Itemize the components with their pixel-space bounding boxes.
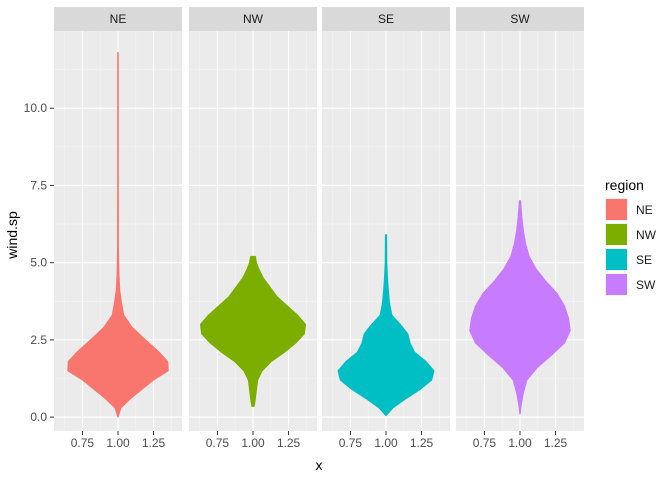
y-axis: 0.0 2.5 5.0 7.5 10.0 [24,101,54,424]
x-axis-title: x [316,457,323,473]
facet-strip-label: NW [243,12,264,26]
x-tick-label: 1.25 [277,436,301,450]
panel-se: SE 0.75 1.00 1.25 [322,7,450,450]
y-axis-title: wind.sp [4,211,20,260]
facet-strip [189,7,317,31]
x-tick-label: 1.25 [410,436,434,450]
x-tick-label: 0.75 [473,436,497,450]
violin-se [337,234,435,417]
legend-label-nw: NW [636,228,657,242]
panel-ne: NE 0.75 1.00 1.25 [54,7,182,450]
x-tick-label: 0.75 [339,436,363,450]
y-tick-label: 7.5 [30,178,47,192]
facet-strip [54,7,182,31]
panel-sw: SW 0.75 1.00 1.25 [456,7,584,450]
x-tick-label: 1.00 [241,436,265,450]
y-tick-label: 10.0 [24,101,48,115]
legend-swatch-ne [606,199,627,220]
x-tick-label: 1.00 [374,436,398,450]
legend-swatch-sw [606,274,627,295]
x-tick-label: 0.75 [206,436,230,450]
facet-strip-label: SW [510,12,530,26]
x-tick-label: 1.25 [142,436,166,450]
legend-label-ne: NE [636,203,653,217]
y-tick-label: 0.0 [30,410,47,424]
facet-strip [456,7,584,31]
facet-strip [322,7,450,31]
legend: region NE NW SE SW [605,177,657,296]
x-tick-label: 1.25 [544,436,568,450]
y-tick-label: 2.5 [30,333,47,347]
violin-nw [199,255,307,407]
y-tick-label: 5.0 [30,256,47,270]
facet-strip-label: SE [378,12,394,26]
legend-title: region [605,177,644,193]
facet-panels: NE 0.75 1.00 1.25 NW 0.75 1.00 1.25 SE 0.75 1.00 1.… [24,7,584,450]
x-tick-label: 1.00 [508,436,532,450]
panel-nw: NW 0.75 1.00 1.25 [189,7,317,450]
x-tick-label: 1.00 [106,436,130,450]
legend-keys: NE NW SE SW [605,198,657,296]
legend-swatch-se [606,249,627,270]
x-tick-label: 0.75 [71,436,95,450]
legend-swatch-nw [606,224,627,245]
violin-ne [67,52,169,418]
legend-label-se: SE [636,253,652,267]
violin-sw [469,200,571,415]
legend-label-sw: SW [636,278,656,292]
facet-strip-label: NE [110,12,127,26]
